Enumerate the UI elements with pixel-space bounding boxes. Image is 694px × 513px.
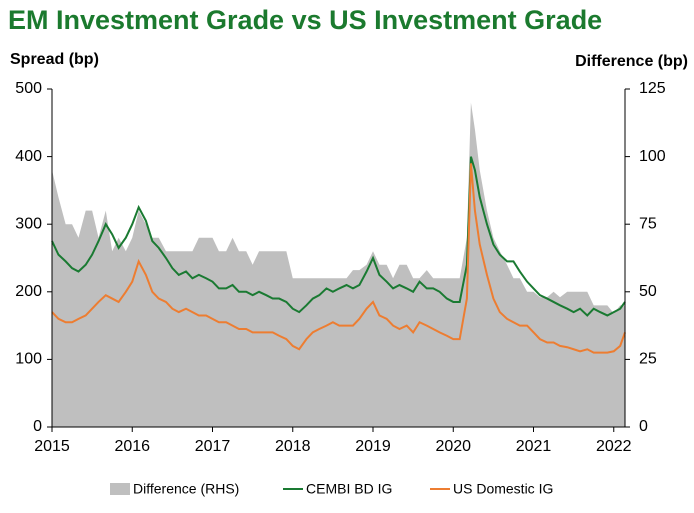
y2-axis-title: Difference (bp) — [575, 53, 688, 70]
y2-tick-label: 100 — [639, 148, 666, 165]
x-tick-label: 2020 — [435, 438, 471, 455]
line — [51, 156, 626, 317]
area — [52, 102, 625, 428]
legend-label: CEMBI BD IG — [306, 481, 392, 497]
y-tick-label: 300 — [15, 215, 42, 232]
x-tick-label: 2022 — [596, 438, 632, 455]
y-axis-title: Spread (bp) — [10, 51, 99, 68]
line — [51, 163, 626, 354]
y2-tick-label: 50 — [639, 283, 657, 300]
y2-tick-label: 0 — [639, 418, 648, 435]
x-tick-label: 2015 — [34, 438, 70, 455]
y2-tick-label: 125 — [639, 80, 666, 97]
legend-label: US Domestic IG — [453, 481, 553, 497]
x-tick-label: 2018 — [275, 438, 311, 455]
y-tick-label: 200 — [15, 283, 42, 300]
x-tick-label: 2019 — [355, 438, 391, 455]
y-tick-label: 500 — [15, 80, 42, 97]
y-tick-label: 100 — [15, 351, 42, 368]
x-tick-label: 2017 — [195, 438, 231, 455]
y2-tick-label: 75 — [639, 215, 657, 232]
legend-swatch — [110, 483, 130, 495]
legend-label: Difference (RHS) — [133, 481, 239, 497]
chart-title: EM Investment Grade vs US Investment Gra… — [8, 5, 602, 35]
y2-tick-label: 25 — [639, 351, 657, 368]
x-tick-label: 2016 — [114, 438, 150, 455]
y-tick-label: 0 — [33, 418, 42, 435]
x-tick-label: 2021 — [516, 438, 552, 455]
y-tick-label: 400 — [15, 148, 42, 165]
